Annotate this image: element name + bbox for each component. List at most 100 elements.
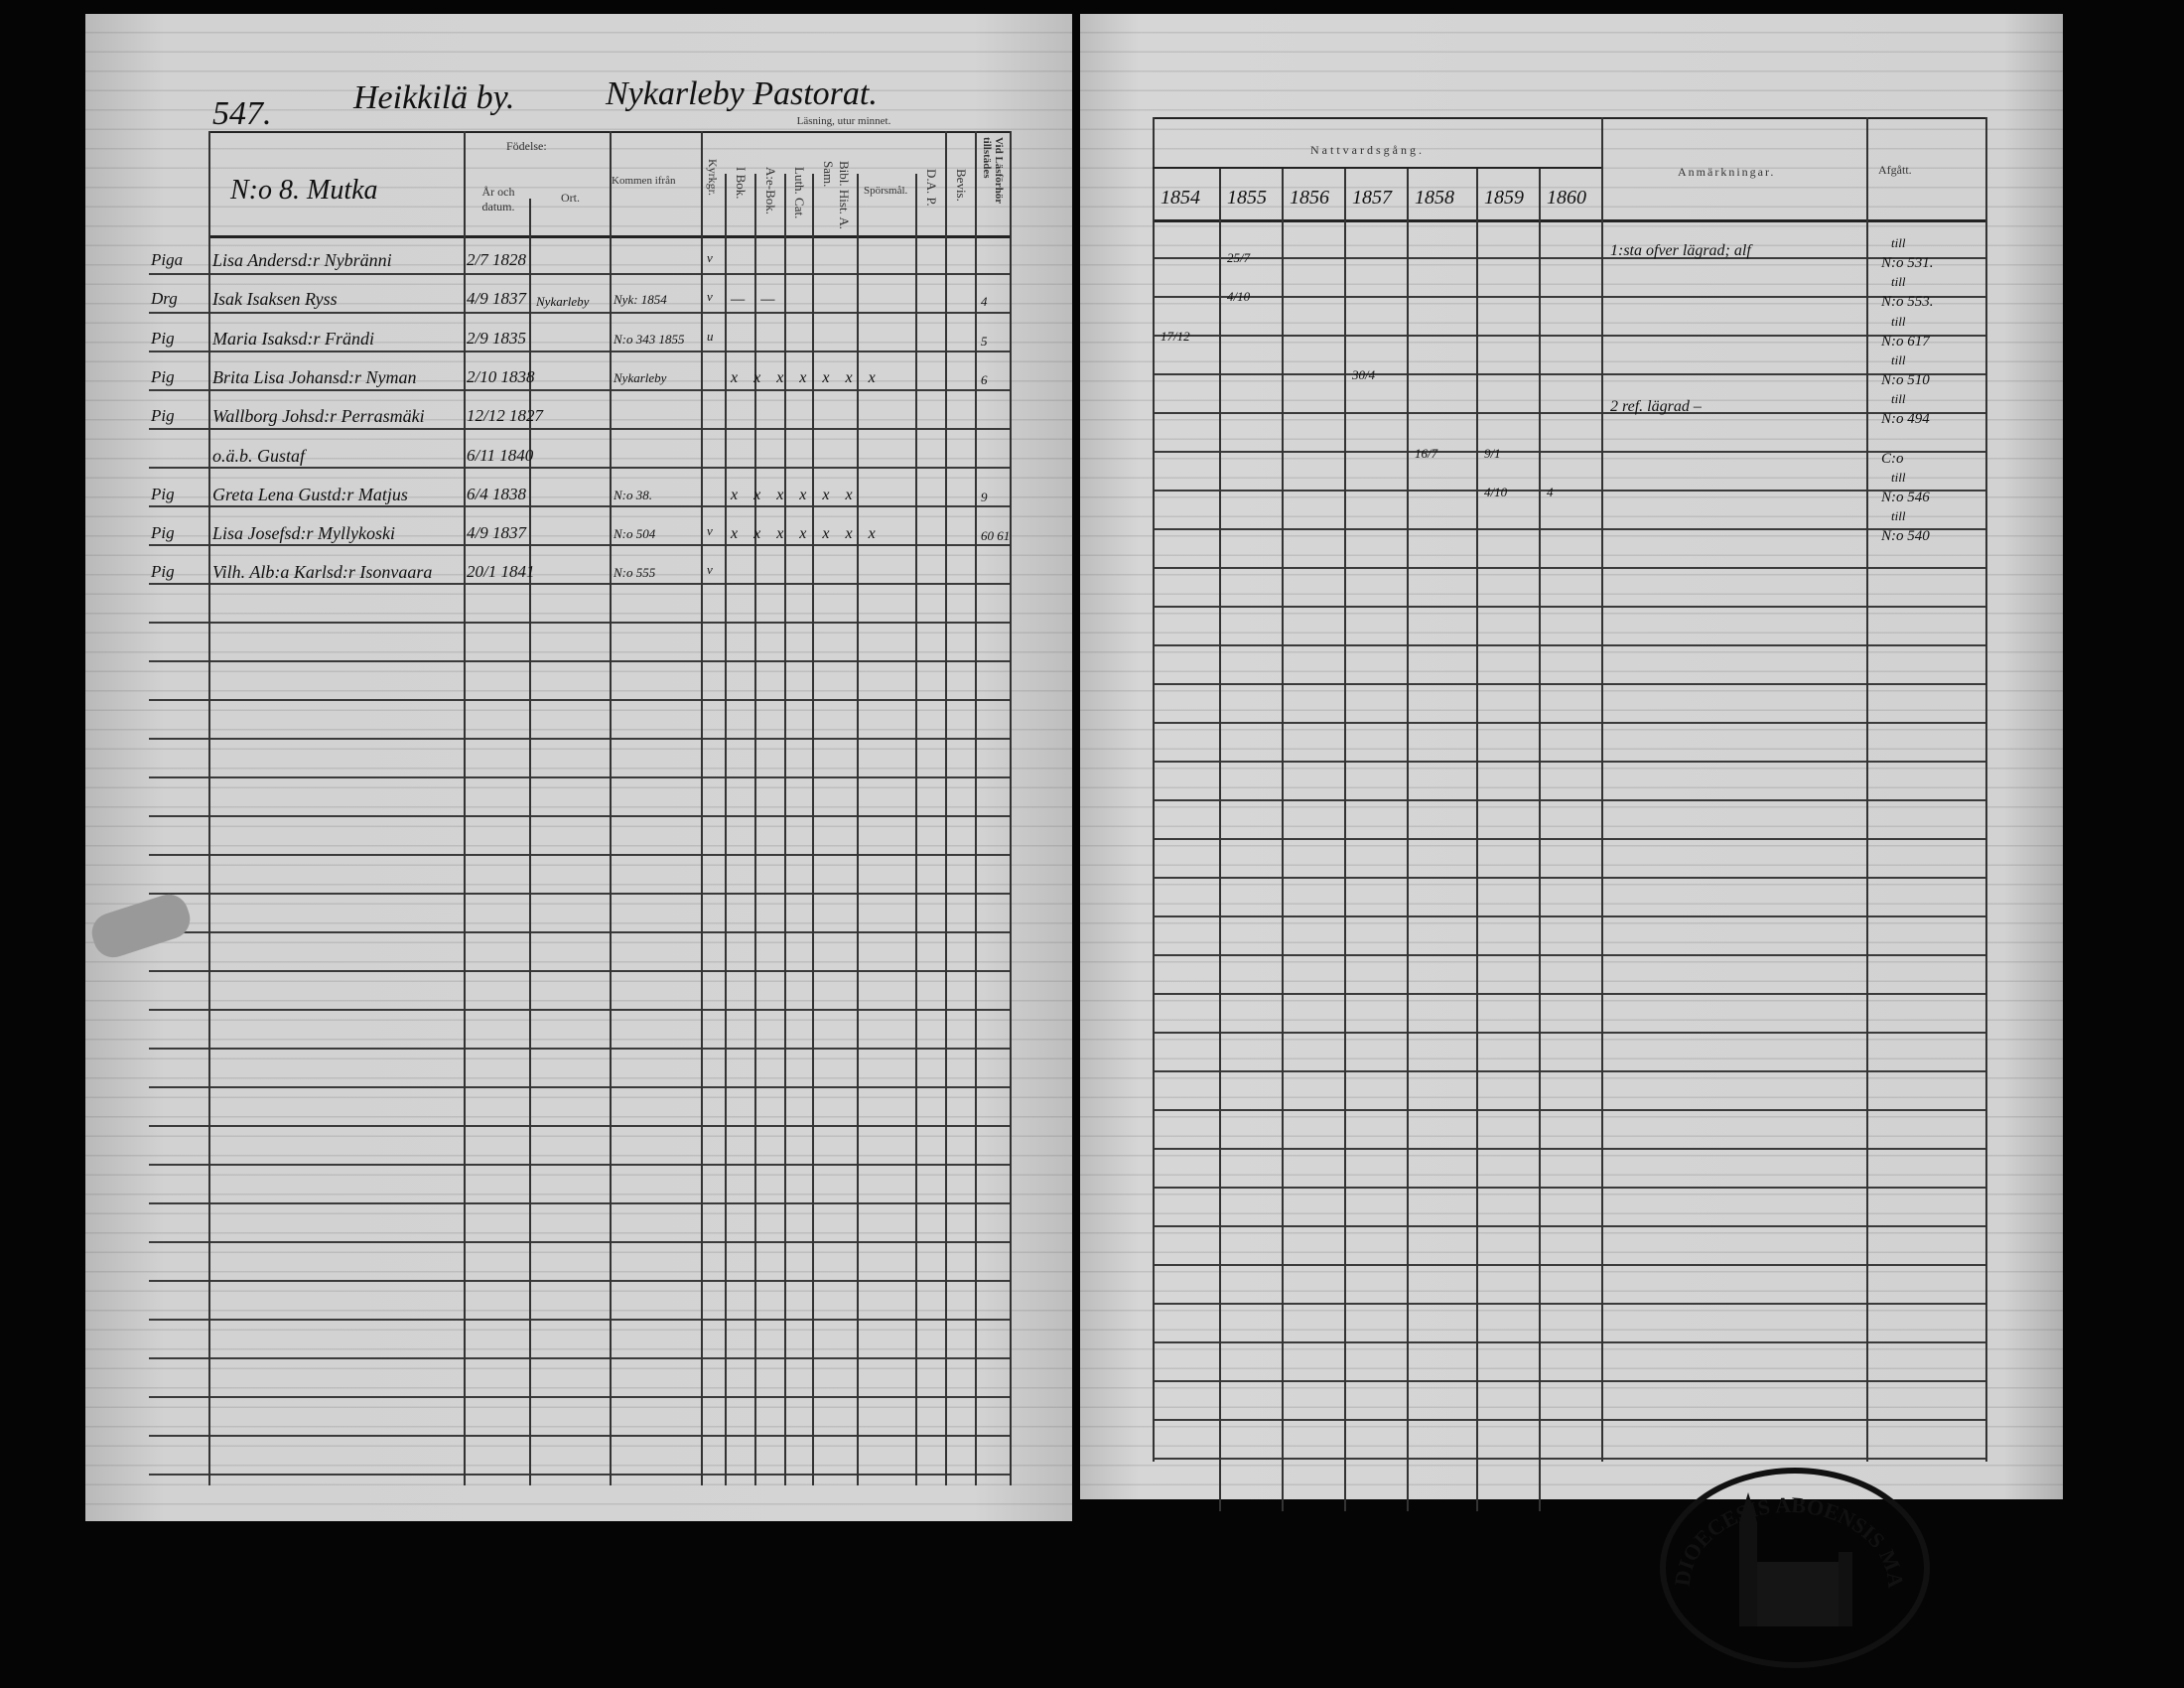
row-present: 6 xyxy=(981,371,988,387)
column-divider xyxy=(1476,167,1478,1511)
page-number: 547. xyxy=(212,95,272,132)
diocese-seal-stamp: DIOECESIS ABOENSIS MAGNI FINL. xyxy=(1660,1468,1930,1668)
row-departed: N:o 540 xyxy=(1881,528,1930,545)
row-departed: N:o 531. xyxy=(1881,255,1934,271)
col-bibl-hist: Bibl. Hist. A. Sam. xyxy=(821,161,852,229)
row-birth-date: 2/7 1828 xyxy=(467,250,526,269)
row-church-mark: v xyxy=(707,250,713,265)
row-came-from: N:o 343 1855 xyxy=(614,331,685,347)
row-communion-date: 4 xyxy=(1547,484,1554,499)
row-communion-date: 25/7 xyxy=(1227,250,1251,265)
column-divider xyxy=(1153,117,1155,1462)
row-reading-marks: — — xyxy=(731,291,781,309)
col-church: Kyrkgr. xyxy=(706,159,720,196)
row-name: Vilh. Alb:a Karlsd:r Isonvaara xyxy=(212,562,433,583)
col-year-date: År och datum. xyxy=(481,185,515,213)
left-table-rules xyxy=(149,236,1010,1485)
row-name: o.ä.b. Gustaf xyxy=(212,445,306,466)
row-prefix: Drg xyxy=(151,289,178,309)
row-came-from: N:o 555 xyxy=(614,565,656,581)
year-header: 1859 xyxy=(1484,187,1524,209)
column-divider xyxy=(701,131,703,1485)
left-header-top-rule xyxy=(208,131,1010,133)
row-name: Wallborg Johsd:r Perrasmäki xyxy=(212,406,425,427)
column-divider xyxy=(784,174,786,1485)
row-name: Maria Isaksd:r Frändi xyxy=(212,328,374,349)
row-church-mark: v xyxy=(707,523,713,539)
row-departed: N:o 510 xyxy=(1881,371,1930,388)
col-communion: Nattvardsgång. xyxy=(1310,143,1425,157)
row-came-from: N:o 504 xyxy=(614,526,656,542)
row-departed-label: till xyxy=(1891,313,1906,329)
row-remarks: 2 ref. lägrad – xyxy=(1610,398,1702,416)
column-divider xyxy=(1010,131,1012,1485)
row-departed: C:o xyxy=(1881,450,1904,467)
left-header-bottom-rule xyxy=(208,235,1010,238)
row-present: 4 xyxy=(981,294,988,310)
row-prefix: Pig xyxy=(151,484,175,503)
column-divider xyxy=(1601,117,1603,1462)
column-divider xyxy=(725,174,727,1485)
row-name: Isak Isaksen Ryss xyxy=(212,289,338,310)
row-departed-label: till xyxy=(1891,469,1906,485)
column-divider xyxy=(1985,117,1987,1462)
year-header: 1856 xyxy=(1290,187,1329,209)
row-birth-date: 20/1 1841 xyxy=(467,562,535,582)
col-remarks: Anmärkningar. xyxy=(1678,165,1776,179)
column-divider xyxy=(945,131,947,1485)
row-departed: N:o 494 xyxy=(1881,411,1930,428)
col-departed: Afgått. xyxy=(1878,163,1912,177)
row-departed-label: till xyxy=(1891,235,1906,250)
row-prefix: Pig xyxy=(151,366,175,386)
row-remarks: 1:sta ofver lägrad; alf xyxy=(1610,242,1751,259)
column-divider xyxy=(754,174,756,1485)
year-header: 1855 xyxy=(1227,187,1267,209)
row-present: 5 xyxy=(981,333,988,349)
row-departed-label: till xyxy=(1891,391,1906,407)
col-i-bok: I Bok. xyxy=(734,167,749,200)
col-luth-cat: Luth. Cat. xyxy=(792,167,807,219)
row-birth-date: 4/9 1837 xyxy=(467,289,526,309)
col-place: Ort. xyxy=(561,191,580,205)
column-divider xyxy=(1866,117,1868,1462)
row-came-from: Nyk: 1854 xyxy=(614,292,667,308)
col-came-from: Kommen ifrån xyxy=(612,175,676,187)
row-communion-date: 9/1 xyxy=(1484,445,1501,461)
column-divider xyxy=(812,174,814,1485)
row-name: Brita Lisa Johansd:r Nyman xyxy=(212,366,417,387)
village-title: Heikkilä by. xyxy=(353,79,515,116)
row-birth-date: 6/11 1840 xyxy=(467,445,534,465)
row-prefix: Pig xyxy=(151,523,175,543)
row-church-mark: u xyxy=(707,328,714,344)
row-communion-date: 30/4 xyxy=(1352,366,1376,382)
row-reading-marks: x x x x x x x xyxy=(731,525,882,543)
column-divider xyxy=(529,199,531,1485)
column-divider xyxy=(464,131,466,1485)
column-divider xyxy=(1344,167,1346,1511)
right-header-bottom-rule xyxy=(1153,219,1985,222)
row-communion-date: 4/10 xyxy=(1484,484,1508,499)
communion-subheader-rule xyxy=(1153,167,1601,169)
column-divider xyxy=(975,131,977,1485)
row-prefix: Pig xyxy=(151,562,175,582)
row-prefix: Pig xyxy=(151,406,175,426)
row-church-mark: v xyxy=(707,289,713,305)
row-departed: N:o 553. xyxy=(1881,294,1934,311)
row-communion-date: 4/10 xyxy=(1227,289,1251,305)
row-name: Lisa Josefsd:r Myllykoski xyxy=(212,523,395,544)
row-birth-date: 2/10 1838 xyxy=(467,366,535,386)
row-name: Lisa Andersd:r Nybränni xyxy=(212,250,392,270)
col-present: Vid Läsförhör tillstädes xyxy=(981,137,1005,204)
row-birth-place: Nykarleby xyxy=(536,294,590,310)
row-birth-date: 4/9 1837 xyxy=(467,523,526,543)
column-divider xyxy=(857,174,859,1485)
column-divider xyxy=(915,174,917,1485)
col-questions: Spörsmål. xyxy=(864,185,908,197)
row-departed-label: till xyxy=(1891,274,1906,290)
farm-title: N:o 8. Mutka xyxy=(230,175,378,206)
column-divider xyxy=(1219,167,1221,1511)
row-reading-marks: x x x x x x x xyxy=(731,368,882,386)
year-header: 1857 xyxy=(1352,187,1392,209)
column-divider xyxy=(1407,167,1409,1511)
year-header: 1854 xyxy=(1160,187,1200,209)
